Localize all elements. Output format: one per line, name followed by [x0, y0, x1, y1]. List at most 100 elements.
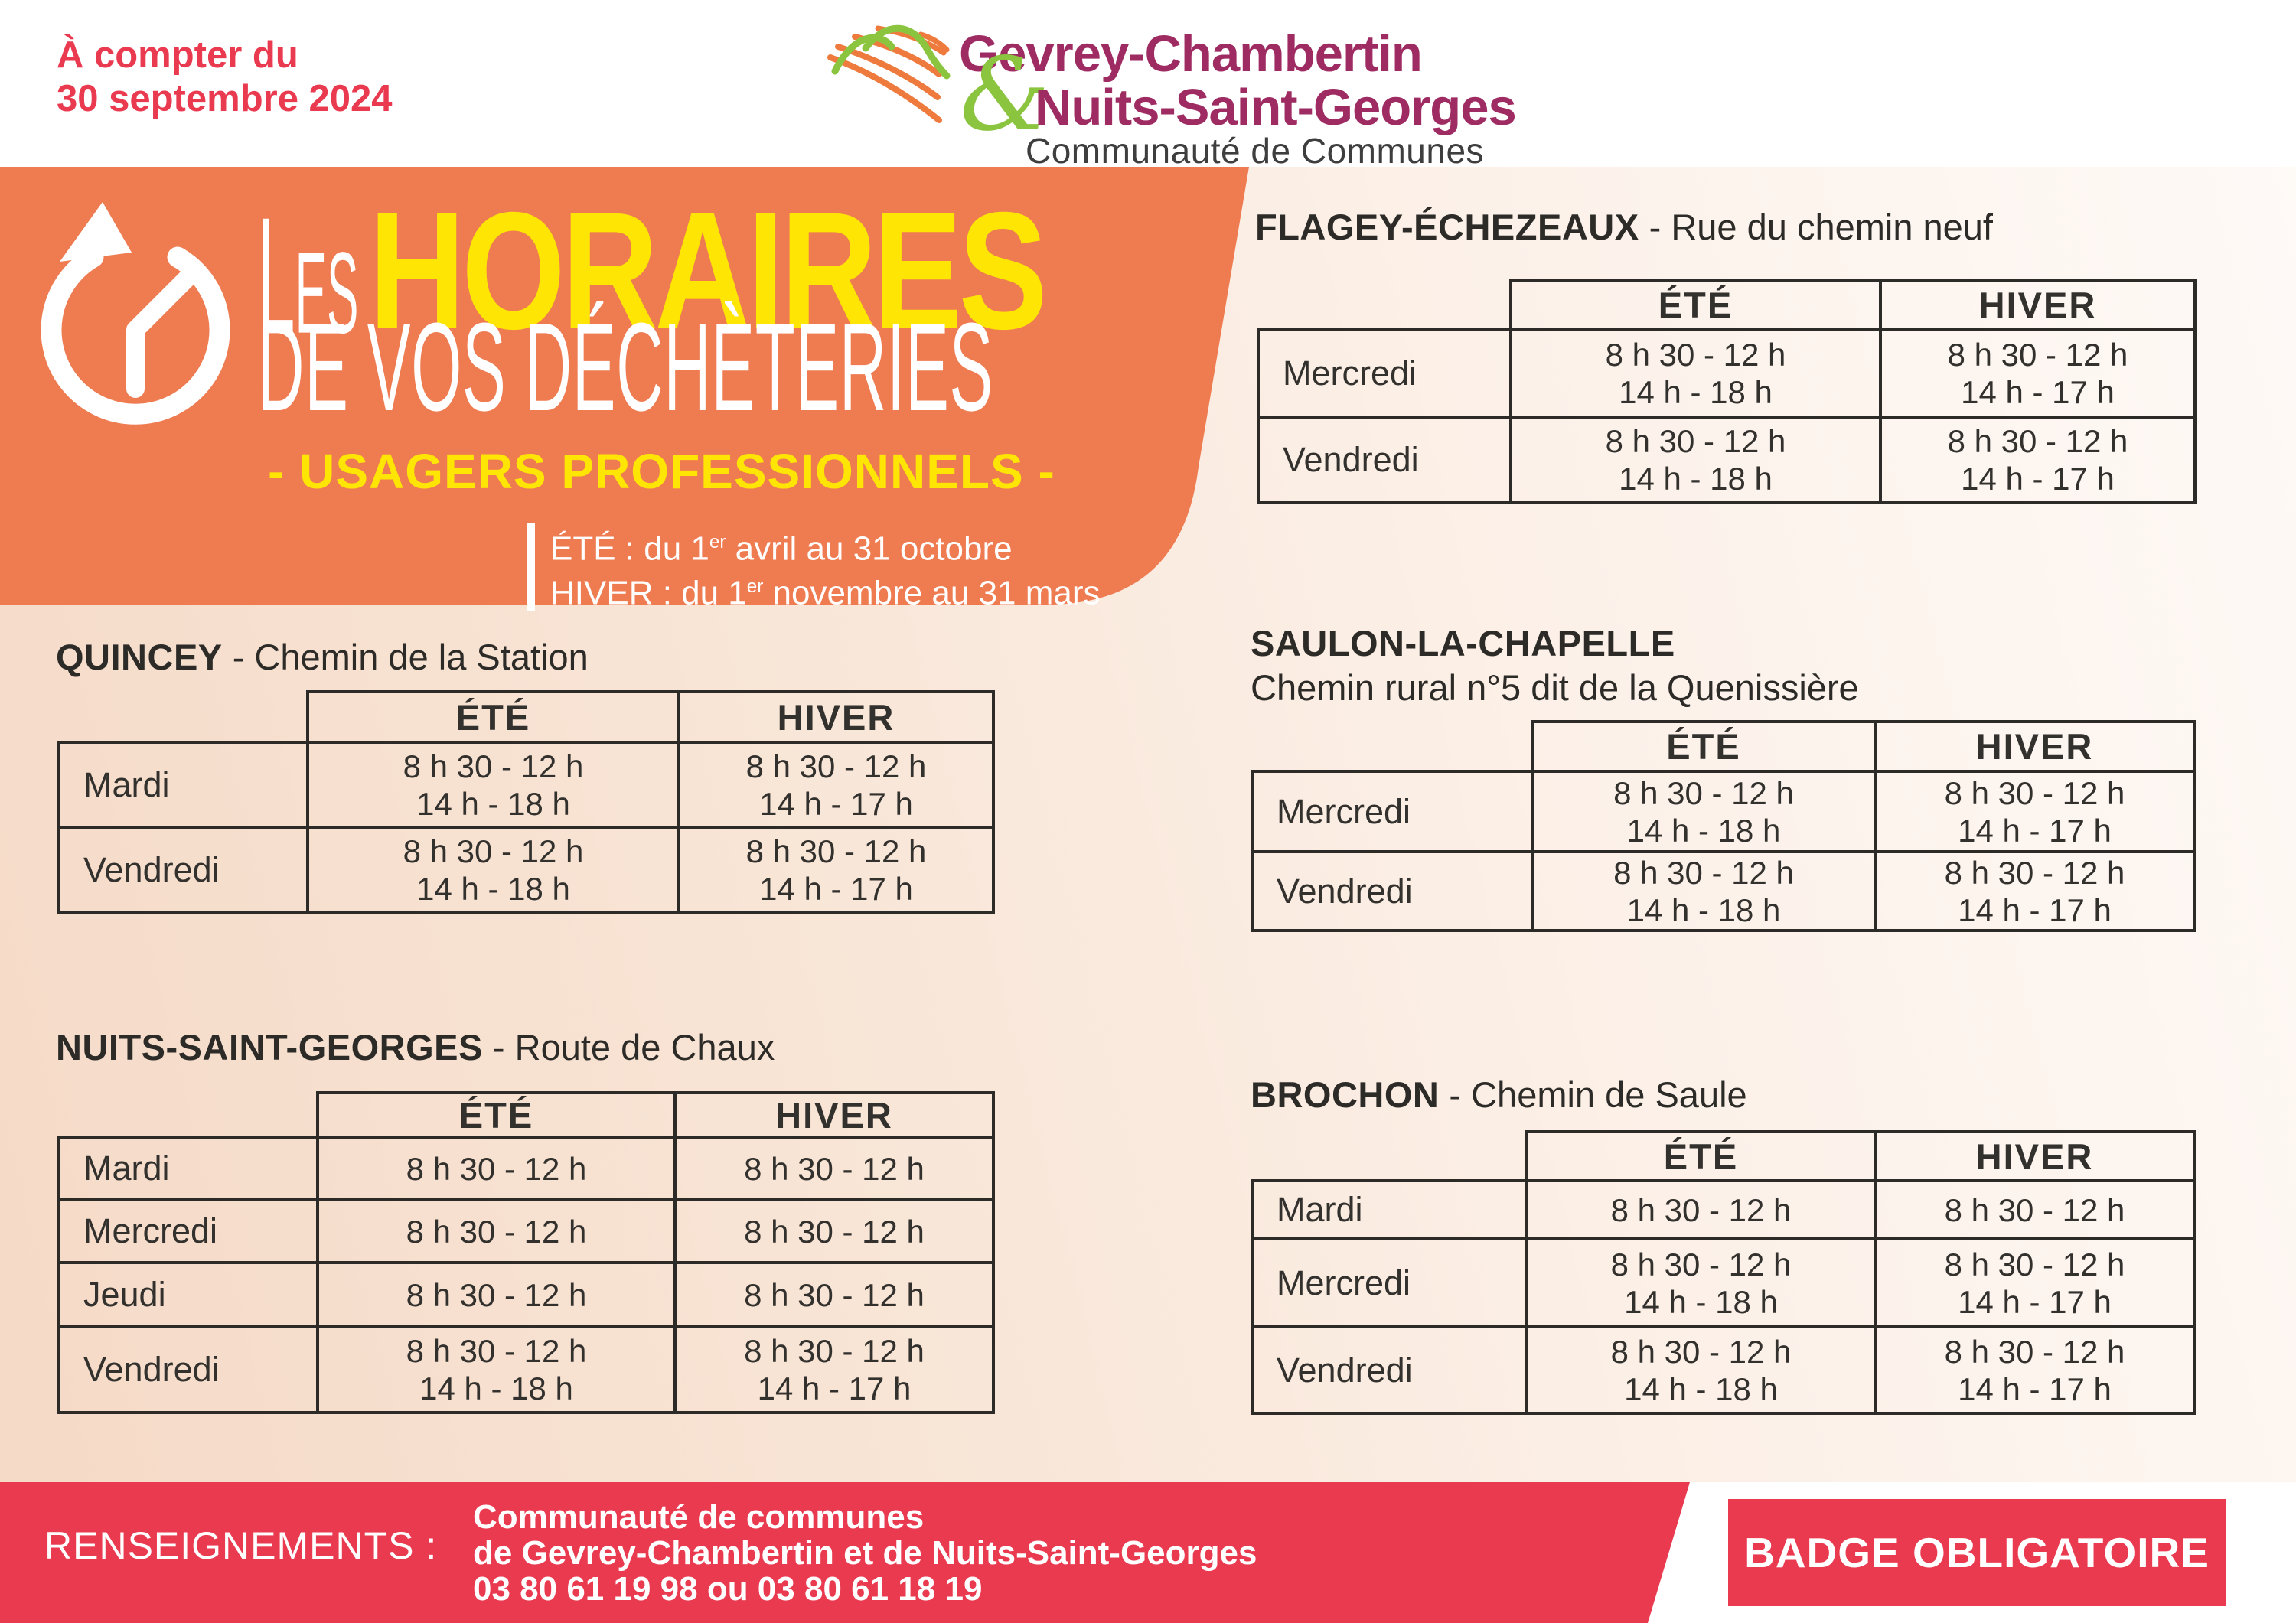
table-title: NUITS-SAINT-GEORGES - Route de Chaux [56, 1025, 995, 1070]
banner-line-dechetteries: DE VOS DÉCHÈTERIES [257, 297, 993, 437]
day-cell: Mardi [57, 1136, 316, 1198]
logo-subtitle: Communauté de Communes [1026, 131, 1485, 171]
time-cell-ete: 8 h 30 - 12 h [316, 1261, 673, 1325]
time-slot: 8 h 30 - 12 h [1610, 1333, 1792, 1370]
time-slot: 8 h 30 - 12 h [744, 1150, 925, 1187]
footer-contact-line1: Communauté de communes [473, 1498, 925, 1536]
effective-date-line1: À compter du [57, 34, 298, 76]
time-cell-ete: 8 h 30 - 12 h [1525, 1179, 1874, 1237]
time-cell-hiver: 8 h 30 - 12 h 14 h - 17 h [1874, 770, 2196, 850]
footer-banner: RENSEIGNEMENTS : Communauté de communes … [0, 1482, 1690, 1623]
season-header-hiver: HIVER [677, 690, 995, 741]
footer-contact: Communauté de communes de Gevrey-Chamber… [473, 1499, 1257, 1607]
schedule-table: ÉTÉ HIVER Mardi 8 h 30 - 12 h 8 h 30 - 12 h M… [1251, 1130, 2196, 1415]
time-slot: 8 h 30 - 12 h [745, 833, 927, 869]
logo-name-top: Gevrey-Chambertin [959, 25, 1423, 83]
badge-obligatoire: BADGE OBLIGATOIRE [1728, 1499, 2226, 1606]
table-street: Chemin de Saule [1471, 1074, 1747, 1115]
time-slot: 14 h - 17 h [1961, 461, 2115, 497]
time-slot: 14 h - 18 h [1619, 374, 1773, 410]
time-slot: 8 h 30 - 12 h [745, 748, 927, 784]
table-title: FLAGEY-ÉCHEZEAUX - Rue du chemin neuf [1255, 205, 2197, 249]
logo-ampersand: & [960, 36, 1050, 154]
table-city: BROCHON [1251, 1074, 1440, 1115]
time-cell-hiver: 8 h 30 - 12 h 14 h - 17 h [677, 826, 995, 914]
time-slot: 8 h 30 - 12 h [1605, 423, 1786, 459]
time-cell-hiver: 8 h 30 - 12 h [673, 1198, 995, 1261]
table-city: QUINCEY [56, 637, 223, 677]
timer-icon [41, 202, 230, 425]
time-slot: 8 h 30 - 12 h [744, 1333, 925, 1369]
time-cell-ete: 8 h 30 - 12 h 14 h - 18 h [1509, 328, 1879, 416]
time-cell-hiver: 8 h 30 - 12 h 14 h - 17 h [1874, 1237, 2196, 1325]
season-header-ete: ÉTÉ [306, 690, 677, 741]
time-cell-hiver: 8 h 30 - 12 h 14 h - 17 h [1879, 416, 2197, 504]
table-title-separator: - [222, 637, 255, 677]
table-title: BROCHON - Chemin de Saule [1251, 1073, 2196, 1117]
arrow-head-icon [60, 202, 132, 262]
day-cell: Mercredi [1257, 328, 1509, 416]
orange-banner-shape [0, 167, 1249, 605]
season-header-hiver: HIVER [1874, 1130, 2196, 1179]
season-header-hiver: HIVER [1879, 279, 2197, 328]
time-slot: 14 h - 18 h [1619, 461, 1773, 497]
time-cell-hiver: 8 h 30 - 12 h [673, 1261, 995, 1325]
day-cell: Mercredi [1251, 770, 1531, 850]
banner-subtitle-professionnels: - USAGERS PROFESSIONNELS - [268, 444, 1055, 499]
time-slot: 14 h - 17 h [1958, 891, 2112, 928]
season-legend: ÉTÉ : du 1er avril au 31 octobre HIVER :… [527, 523, 1101, 612]
time-slot: 8 h 30 - 12 h [1944, 1246, 2125, 1282]
season-header-ete: ÉTÉ [1509, 279, 1879, 328]
time-slot: 14 h - 18 h [416, 871, 570, 907]
table-title-separator: - [1439, 1074, 1472, 1115]
season-header-ete: ÉTÉ [1525, 1130, 1874, 1179]
time-slot: 14 h - 17 h [1958, 1370, 2112, 1407]
time-cell-ete: 8 h 30 - 12 h 14 h - 18 h [316, 1325, 673, 1414]
time-cell-hiver: 8 h 30 - 12 h 14 h - 17 h [1879, 328, 2197, 416]
time-slot: 8 h 30 - 12 h [406, 1150, 587, 1187]
banner-word-horaires: HORAIRES [369, 178, 1048, 364]
time-slot: 14 h - 18 h [416, 786, 570, 822]
time-slot: 8 h 30 - 12 h [1944, 774, 2125, 811]
day-cell: Vendredi [57, 826, 306, 914]
day-cell: Vendredi [1251, 1325, 1525, 1415]
time-slot: 8 h 30 - 12 h [744, 1276, 925, 1313]
time-slot: 8 h 30 - 12 h [406, 1276, 587, 1313]
day-cell: Vendredi [1257, 416, 1509, 504]
time-cell-ete: 8 h 30 - 12 h [316, 1198, 673, 1261]
empty-corner-cell [1251, 1130, 1525, 1179]
legend-ete: ÉTÉ : du 1er avril au 31 octobre [550, 530, 1013, 568]
legend-hiver: HIVER : du 1er novembre au 31 mars [550, 574, 1101, 612]
time-cell-hiver: 8 h 30 - 12 h [673, 1136, 995, 1198]
time-cell-ete: 8 h 30 - 12 h [316, 1136, 673, 1198]
time-slot: 14 h - 17 h [1958, 812, 2112, 849]
effective-date-line2: 30 septembre 2024 [57, 78, 393, 119]
time-slot: 8 h 30 - 12 h [1610, 1246, 1792, 1282]
time-slot: 8 h 30 - 12 h [744, 1213, 925, 1250]
schedule-saulon-la-chapelle: SAULON-LA-CHAPELLE Chemin rural n°5 dit d… [1251, 621, 2196, 932]
table-title: QUINCEY - Chemin de la Station [56, 635, 995, 680]
footer-contact-line2: de Gevrey-Chambertin et de Nuits-Saint-G… [473, 1534, 1257, 1572]
season-header-ete: ÉTÉ [1531, 720, 1874, 770]
time-cell-hiver: 8 h 30 - 12 h [1874, 1179, 2196, 1237]
day-cell: Vendredi [57, 1325, 316, 1414]
schedule-table: ÉTÉ HIVER Mardi 8 h 30 - 12 h 8 h 30 - 12 h M… [57, 1091, 995, 1414]
time-slot: 8 h 30 - 12 h [1610, 1191, 1792, 1228]
time-cell-ete: 8 h 30 - 12 h 14 h - 18 h [1525, 1237, 1874, 1325]
schedule-flagey-echezeaux: FLAGEY-ÉCHEZEAUX - Rue du chemin neuf ÉT… [1255, 205, 2197, 504]
day-cell: Mercredi [1251, 1237, 1525, 1325]
time-cell-ete: 8 h 30 - 12 h 14 h - 18 h [306, 741, 677, 826]
empty-corner-cell [57, 1091, 316, 1136]
time-slot: 8 h 30 - 12 h [1944, 854, 2125, 891]
day-cell: Jeudi [57, 1261, 316, 1325]
time-cell-hiver: 8 h 30 - 12 h 14 h - 17 h [1874, 850, 2196, 932]
table-city: SAULON-LA-CHAPELLE [1251, 623, 1675, 663]
table-title-separator: - [482, 1027, 515, 1067]
time-cell-ete: 8 h 30 - 12 h 14 h - 18 h [1531, 850, 1874, 932]
time-cell-ete: 8 h 30 - 12 h 14 h - 18 h [1509, 416, 1879, 504]
time-slot: 8 h 30 - 12 h [406, 1333, 587, 1369]
empty-corner-cell [1257, 279, 1509, 328]
effective-date-note: À compter du 30 septembre 2024 [57, 34, 393, 121]
